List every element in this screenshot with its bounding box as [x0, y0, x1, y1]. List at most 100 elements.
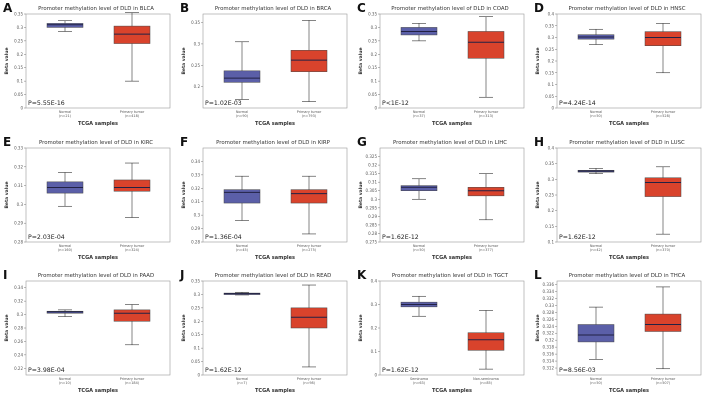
p-value: P=1.62E-12: [205, 367, 242, 374]
group-count: (n=45): [236, 248, 249, 252]
y-tick-label: 0.22: [14, 366, 23, 371]
y-tick-label: 0.32: [14, 299, 23, 304]
y-tick-label: 0.312: [543, 366, 555, 371]
y-tick-label: 0: [20, 106, 23, 111]
chart-panel-j: J Promoter methylation level of DLD in RE…: [179, 268, 348, 394]
y-tick-label: 0.324: [543, 324, 555, 329]
group-label: Normal: [590, 110, 602, 114]
group-count: (n=528): [656, 114, 671, 118]
p-value: P=8.56E-03: [559, 367, 596, 374]
group-count: (n=63): [413, 381, 426, 385]
y-tick-label: 0.3: [194, 292, 201, 297]
group-label: Primary tumor: [297, 377, 322, 381]
y-tick-label: 0.25: [545, 47, 554, 52]
group-label: Normal: [236, 377, 248, 381]
y-axis-label: Beta value: [535, 47, 541, 74]
tumor-box: Primary tumor(n=184): [113, 304, 151, 385]
y-tick-label: 0: [551, 106, 554, 111]
p-value: P=1.02E-03: [205, 100, 242, 107]
y-tick-label: 0.29: [368, 213, 377, 218]
iqr-box: [223, 188, 261, 203]
y-tick-label: 0.25: [14, 38, 23, 43]
y-tick-label: 0.322: [543, 331, 555, 336]
y-tick-label: 0.33: [545, 303, 554, 308]
iqr-box: [223, 70, 261, 83]
tumor-box: Primary tumor(n=377): [467, 172, 505, 252]
chart-panel-e: E Promoter methylation level of DLD in KI…: [3, 135, 171, 261]
group-count: (n=50): [590, 381, 603, 385]
y-tick-label: 0.05: [191, 359, 200, 364]
y-tick-label: 0.31: [368, 179, 377, 184]
x-axis-label: TCGA samples: [432, 121, 472, 127]
y-tick-label: 0.1: [548, 82, 555, 87]
group-label: Primary tumor: [651, 244, 676, 248]
y-tick-label: 0.3: [371, 302, 378, 307]
y-tick-label: 0.35: [545, 161, 554, 166]
normal-box: Normal(n=45): [223, 175, 261, 252]
normal-box: Normal(n=10): [46, 309, 84, 385]
group-count: (n=50): [590, 114, 603, 118]
plot-frame: [25, 280, 171, 376]
group-count: (n=21): [59, 114, 72, 118]
y-tick-label: 0.33: [191, 172, 200, 177]
y-tick-label: 0.314: [543, 359, 555, 364]
y-tick-label: 0.15: [545, 70, 554, 75]
x-axis-label: TCGA samples: [609, 121, 649, 127]
y-tick-label: 0.3: [548, 35, 555, 40]
chart-title: Promoter methylation level of DLD in THC…: [569, 273, 686, 279]
group-label: Normal: [59, 110, 71, 114]
y-tick-label: 0.34: [191, 159, 200, 164]
y-tick-label: 0.326: [543, 317, 555, 322]
chart-panel-k: K Promoter methylation level of DLD in TG…: [357, 268, 525, 394]
iqr-box: [290, 188, 328, 203]
y-tick-label: 0.318: [543, 345, 555, 350]
y-tick-label: 0: [197, 373, 200, 378]
chart-title: Promoter methylation level of DLD in HNS…: [569, 6, 686, 12]
y-tick-label: 0: [374, 106, 377, 111]
group-label: Normal: [59, 377, 71, 381]
normal-box: Normal(n=50): [577, 306, 615, 385]
p-value: P=3.98E-04: [28, 367, 65, 374]
y-axis-label: Beta value: [181, 315, 187, 342]
p-value: P=4.24E-14: [559, 100, 596, 107]
y-tick-label: 0.2: [194, 84, 201, 89]
y-tick-label: 0.4: [548, 12, 555, 17]
tumor-box: Primary tumor(n=418): [113, 12, 151, 118]
p-value: P=1.62E-12: [559, 234, 596, 241]
x-axis-label: TCGA samples: [78, 255, 118, 261]
panel-letter: E: [3, 135, 11, 149]
y-tick-label: 0.3: [548, 176, 555, 181]
y-tick-label: 0.31: [14, 183, 23, 188]
panel-letter: A: [3, 1, 13, 15]
group-label: Normal: [236, 110, 248, 114]
group-label: Normal: [590, 244, 602, 248]
y-tick-label: 0.3: [371, 196, 378, 201]
group-label: Primary tumor: [297, 110, 322, 114]
group-count: (n=370): [656, 248, 671, 252]
y-tick-label: 0.15: [545, 223, 554, 228]
p-value: P=1.62E-12: [382, 367, 419, 374]
iqr-box: [644, 177, 682, 197]
panel-letter: G: [357, 135, 367, 149]
group-label: Primary tumor: [120, 110, 145, 114]
group-count: (n=184): [125, 381, 140, 385]
y-axis-label: Beta value: [358, 181, 364, 208]
group-count: (n=98): [303, 381, 316, 385]
y-tick-label: 0.1: [17, 79, 24, 84]
chart-title: Promoter methylation level of DLD in REA…: [215, 273, 332, 279]
group-count: (n=7): [237, 381, 247, 385]
p-value: P=2.03E-04: [28, 234, 65, 241]
chart-title: Promoter methylation level of DLD in LIH…: [393, 140, 507, 146]
y-axis-label: Beta value: [358, 47, 364, 74]
y-tick-label: 0.3: [194, 212, 201, 217]
y-tick-label: 0.275: [366, 239, 378, 244]
y-tick-label: 0.2: [371, 52, 378, 57]
iqr-box: [46, 23, 84, 28]
y-tick-label: 0.34: [14, 285, 23, 290]
chart-title: Promoter methylation level of DLD in COA…: [391, 6, 508, 12]
y-tick-label: 0.32: [545, 338, 554, 343]
y-tick-label: 0.3: [194, 41, 201, 46]
chart-title: Promoter methylation level of DLD in KIR…: [216, 140, 331, 146]
y-tick-label: 0.33: [14, 145, 23, 150]
y-tick-label: 0.25: [368, 38, 377, 43]
